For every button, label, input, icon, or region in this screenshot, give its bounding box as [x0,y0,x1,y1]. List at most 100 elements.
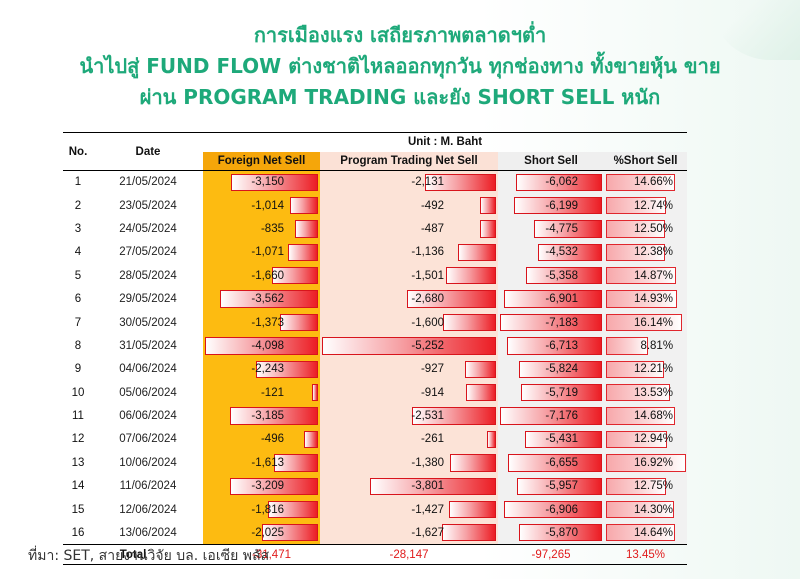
pct-short-sell-cell-value: 12.50% [634,222,674,235]
pct-short-sell-cell-value: 14.68% [634,410,674,423]
header-pct-short-sell: %Short Sell [604,151,688,171]
program-trading-cell-value: -3,801 [411,480,444,493]
short-sell-cell-value: -7,176 [545,410,578,423]
foreign-net-sell-cell-bar [267,500,318,519]
source-note: ที่มา: SET, สายงานวิจัย บล. เอเซีย พลัส [28,548,270,564]
foreign-net-sell-cell: -496 [203,427,320,452]
pct-short-sell-cell-value: 12.38% [634,246,674,259]
title-line-3: ผ่าน PROGRAM TRADING และยัง SHORT SELL ห… [139,85,661,109]
foreign-net-sell-cell-value: -1,014 [251,199,284,212]
table-row: 6 29/05/2024 -3,562 -2,680 -6,901 14.93% [63,287,688,311]
program-trading-cell-value: -492 [420,199,444,212]
row-number: 14 [71,480,85,493]
foreign-net-sell-cell-value: -496 [260,433,284,446]
short-sell-cell-value: -6,901 [545,293,578,306]
foreign-net-sell-cell: -4,098 [203,334,320,358]
short-sell-cell: -7,183 [498,310,604,335]
program-trading-cell-value: -1,627 [411,526,444,539]
total-row: Total -31,471 -28,147 -97,265 13.45% [63,544,688,566]
short-sell-cell-bar [519,360,602,379]
program-trading-cell: -927 [320,357,498,382]
foreign-net-sell-cell-value: -835 [260,222,284,235]
header-date: Date [93,132,203,171]
row-number: 4 [74,246,82,259]
foreign-net-sell-cell: -121 [203,381,320,405]
row-date: 12/06/2024 [119,503,177,516]
program-trading-cell: -3,801 [320,474,498,498]
foreign-net-sell-cell-bar [231,174,318,191]
foreign-net-sell-cell: -1,071 [203,240,320,265]
short-sell-cell-bar [515,174,602,191]
row-date: 06/06/2024 [119,410,177,423]
pct-short-sell-cell-bar [606,407,676,425]
pct-short-sell-cell-value: 14.93% [634,293,674,306]
short-sell-cell: -7,176 [498,404,604,428]
short-sell-cell-value: -5,719 [545,386,578,399]
pct-short-sell-cell: 12.94% [604,427,688,452]
pct-short-sell-cell: 14.66% [604,170,688,194]
program-trading-cell-bar [370,477,496,495]
total-pct-short-sell: 13.45% [604,544,688,566]
row-date: 21/05/2024 [119,176,177,189]
short-sell-cell-value: -6,655 [545,456,578,469]
pct-short-sell-cell: 14.30% [604,497,688,522]
table-row: 1 21/05/2024 -3,150 -2,131 -6,062 14.66% [63,170,688,194]
pct-short-sell-cell-bar [606,454,686,472]
foreign-net-sell-cell-bar [280,313,318,332]
total-program-trading: -28,147 [320,544,498,566]
pct-short-sell-cell: 12.21% [604,357,688,382]
short-sell-cell-value: -5,431 [545,433,578,446]
short-sell-cell: -5,870 [498,521,604,545]
pct-short-sell-cell: 12.74% [604,193,688,218]
row-number: 12 [71,433,85,446]
foreign-net-sell-cell: -835 [203,217,320,241]
pct-short-sell-cell-bar [606,220,666,238]
table-row: 13 10/06/2024 -1,613 -1,380 -6,655 16.92% [63,451,688,475]
pct-short-sell-cell-value: 14.66% [634,176,674,189]
pct-short-sell-cell: 8.81% [604,334,688,358]
short-sell-cell-bar [534,220,602,238]
table-row: 5 28/05/2024 -1,660 -1,501 -5,358 14.87% [63,264,688,288]
short-sell-cell: -6,906 [498,497,604,522]
short-sell-cell-value: -4,775 [545,222,578,235]
table-body: 1 21/05/2024 -3,150 -2,131 -6,062 14.66% 2 23/0… [63,170,688,545]
foreign-net-sell-cell-value: -1,660 [251,269,284,282]
pct-short-sell-cell-bar [606,500,674,519]
foreign-net-sell-cell-bar [205,337,318,355]
table-row: 7 30/05/2024 -1,373 -1,600 -7,183 16.14% [63,310,688,335]
program-trading-cell: -492 [320,193,498,218]
program-trading-cell: -1,380 [320,451,498,475]
table-row: 11 06/06/2024 -3,185 -2,531 -7,176 14.68% [63,404,688,428]
pct-short-sell-cell-bar [606,290,677,308]
program-trading-cell-bar [465,360,496,379]
total-foreign-net-sell: -31,471 [203,544,320,566]
program-trading-cell-bar [450,454,496,472]
short-sell-cell: -6,901 [498,287,604,311]
pct-short-sell-cell: 14.64% [604,521,688,545]
foreign-net-sell-cell: -3,150 [203,170,320,194]
short-sell-cell-value: -4,532 [545,246,578,259]
pct-short-sell-cell-value: 12.74% [634,199,674,212]
pct-short-sell-cell-bar [606,524,676,542]
short-sell-cell: -6,062 [498,170,604,194]
program-trading-cell-bar [479,196,496,215]
table-row: 2 23/05/2024 -1,014 -492 -6,199 12.74% [63,193,688,218]
pct-short-sell-cell-value: 14.30% [634,503,674,516]
pct-short-sell-cell-value: 16.92% [634,456,674,469]
foreign-net-sell-cell-bar [219,290,318,308]
foreign-net-sell-cell-bar [230,407,318,425]
program-trading-cell: -1,427 [320,497,498,522]
short-sell-cell-value: -6,713 [545,339,578,352]
program-trading-cell-bar [407,290,496,308]
program-trading-cell-value: -2,131 [411,176,444,189]
program-trading-cell-value: -487 [420,222,444,235]
foreign-net-sell-cell: -1,014 [203,193,320,218]
short-sell-cell-bar [520,384,602,402]
program-trading-cell-value: -1,501 [411,269,444,282]
program-trading-cell-value: -261 [420,433,444,446]
short-sell-cell: -6,655 [498,451,604,475]
row-number: 2 [74,199,82,212]
row-number: 15 [71,503,85,516]
pct-short-sell-cell: 16.14% [604,310,688,335]
program-trading-cell-value: -1,427 [411,503,444,516]
